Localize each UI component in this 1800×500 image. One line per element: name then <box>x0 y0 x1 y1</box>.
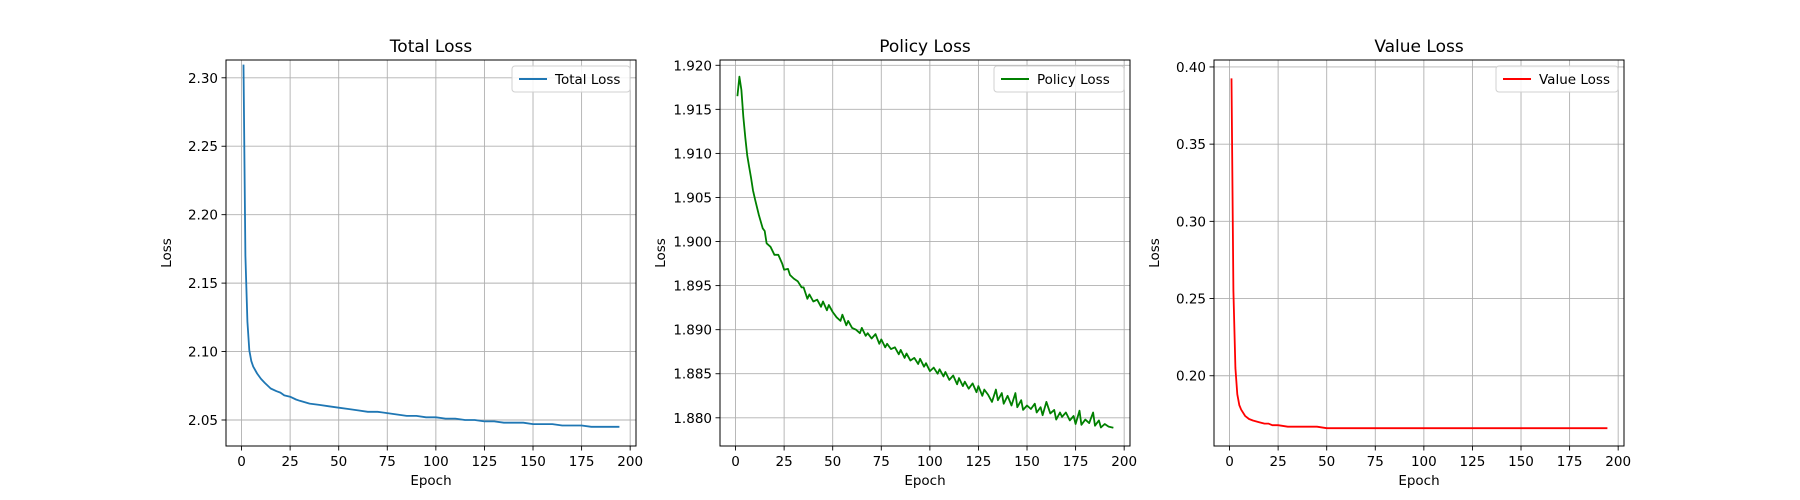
y-tick-label-0: 1.880 <box>673 411 712 427</box>
axes-frame <box>225 59 637 447</box>
y-tick-label-4: 1.900 <box>673 235 712 251</box>
x-tick-label-6: 150 <box>1014 454 1040 470</box>
x-tick-label-4: 100 <box>423 454 449 470</box>
legend-box <box>1495 65 1619 93</box>
legend-box <box>511 65 631 93</box>
y-tick-label-5: 2.30 <box>188 71 218 87</box>
chart-title: Policy Loss <box>879 37 971 57</box>
x-axis-label: Epoch <box>904 473 945 489</box>
y-tick-label-1: 1.885 <box>673 367 712 383</box>
x-tick-label-1: 25 <box>1270 454 1287 470</box>
y-tick-label-2: 1.890 <box>673 323 712 339</box>
subplot-3: 0 25 50 75 100 125 150 175 200 0.20 0.25 0.30 0.35 0.… <box>1147 37 1631 489</box>
series-line-1 <box>1230 78 1608 430</box>
axes-frame <box>1213 59 1625 447</box>
subplot-1: 0 25 50 75 100 125 150 175 200 2.05 2.10 2.15 2.20 2.… <box>159 37 643 489</box>
y-tick-label-0: 2.05 <box>188 413 218 429</box>
x-tick-label-4: 100 <box>1411 454 1437 470</box>
y-tick-label-7: 1.915 <box>673 102 712 118</box>
y-tick-label-3: 2.20 <box>188 208 218 224</box>
x-tick-label-3: 75 <box>1367 454 1384 470</box>
y-tick-label-5: 1.905 <box>673 190 712 206</box>
legend-label-1: Total Loss <box>554 72 620 88</box>
series-line-1 <box>242 64 620 428</box>
x-tick-label-6: 150 <box>1508 454 1534 470</box>
x-tick-label-7: 175 <box>569 454 595 470</box>
y-tick-label-2: 0.30 <box>1176 214 1206 230</box>
y-tick-label-2: 2.15 <box>188 276 218 292</box>
y-tick-label-8: 1.920 <box>673 58 712 74</box>
y-axis-label: Loss <box>1147 238 1163 268</box>
y-axis-label: Loss <box>653 238 669 268</box>
y-axis-label: Loss <box>159 238 175 268</box>
x-tick-label-5: 125 <box>966 454 992 470</box>
legend-label-1: Value Loss <box>1539 72 1610 88</box>
x-tick-label-2: 50 <box>330 454 347 470</box>
x-axis-label: Epoch <box>410 473 451 489</box>
legend: Total Loss <box>511 65 631 93</box>
x-tick-label-0: 0 <box>1225 454 1234 470</box>
y-tick-label-6: 1.910 <box>673 146 712 162</box>
x-tick-label-3: 75 <box>379 454 396 470</box>
legend-label-1: Policy Loss <box>1037 72 1110 88</box>
x-tick-label-7: 175 <box>1557 454 1583 470</box>
legend: Value Loss <box>1495 65 1619 93</box>
legend-box <box>993 65 1125 93</box>
y-tick-label-4: 2.25 <box>188 139 218 155</box>
x-tick-label-1: 25 <box>776 454 793 470</box>
chart-title: Total Loss <box>389 37 473 57</box>
x-tick-label-8: 200 <box>1605 454 1631 470</box>
chart-title: Value Loss <box>1374 37 1464 57</box>
x-tick-label-7: 175 <box>1063 454 1089 470</box>
y-tick-label-1: 0.25 <box>1176 292 1206 308</box>
x-tick-label-5: 125 <box>472 454 498 470</box>
y-tick-label-0: 0.20 <box>1176 369 1206 385</box>
legend: Policy Loss <box>993 65 1125 93</box>
x-tick-label-0: 0 <box>237 454 246 470</box>
x-tick-label-4: 100 <box>917 454 943 470</box>
y-tick-label-1: 2.10 <box>188 345 218 361</box>
axes-frame <box>719 59 1131 447</box>
y-tick-label-3: 0.35 <box>1176 137 1206 153</box>
x-tick-label-3: 75 <box>873 454 890 470</box>
x-tick-label-2: 50 <box>1318 454 1335 470</box>
x-tick-label-0: 0 <box>731 454 740 470</box>
y-tick-label-4: 0.40 <box>1176 60 1206 76</box>
x-tick-label-1: 25 <box>282 454 299 470</box>
y-tick-label-3: 1.895 <box>673 279 712 295</box>
subplot-2: 0 25 50 75 100 125 150 175 200 1.880 1.885 1.890 1.8… <box>653 37 1137 489</box>
x-tick-label-5: 125 <box>1460 454 1486 470</box>
x-tick-label-2: 50 <box>824 454 841 470</box>
x-tick-label-8: 200 <box>1111 454 1137 470</box>
x-tick-label-8: 200 <box>617 454 643 470</box>
x-axis-label: Epoch <box>1398 473 1439 489</box>
series-line-1 <box>736 75 1114 429</box>
x-tick-label-6: 150 <box>520 454 546 470</box>
